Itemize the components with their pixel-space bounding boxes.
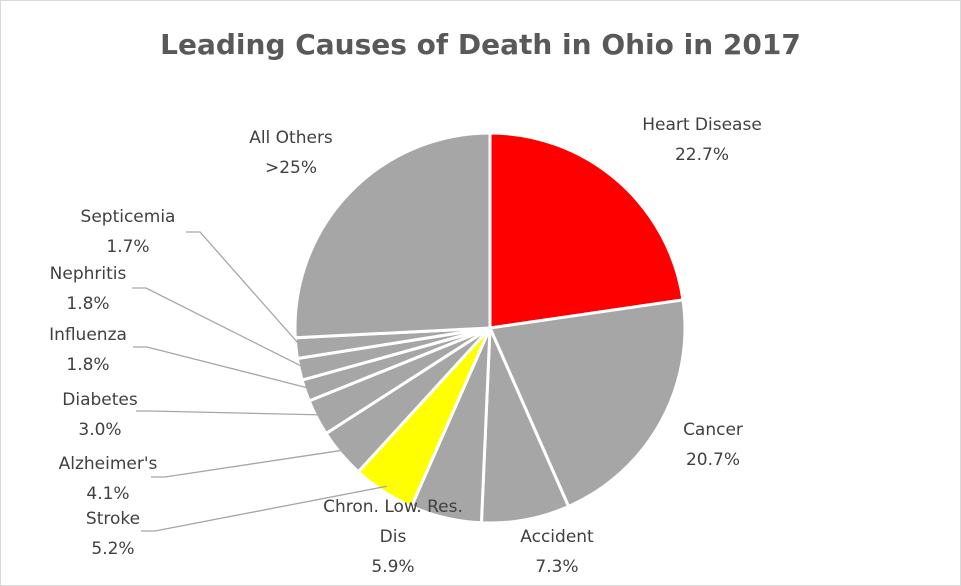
data-label-all-others: All Others >25% [249, 128, 333, 178]
data-label-heart-disease: Heart Disease 22.7% [642, 115, 762, 165]
leader-line-stroke [141, 485, 387, 532]
data-label-influenza: Influenza 1.8% [49, 325, 127, 375]
pie-slice-heart-disease [488, 131, 685, 330]
pie-slice-all-others [293, 131, 492, 340]
leader-line-septicemia [186, 231, 303, 349]
data-label-accident: Accident 7.3% [520, 527, 594, 577]
leader-line-influenza [133, 346, 312, 390]
data-label-nephritis: Nephritis 1.8% [50, 264, 127, 314]
data-label-diabetes: Diabetes 3.0% [62, 390, 138, 440]
data-label-chron-low-res-dis: Chron. Low. Res. Dis 5.9% [323, 497, 463, 577]
data-label-septicemia: Septicemia 1.7% [81, 207, 176, 257]
pie-slice-cancer [487, 298, 687, 509]
leader-line-nephritis [132, 287, 306, 369]
leader-line-diabetes [136, 410, 323, 416]
leader-line-alzheimer-s [151, 449, 346, 478]
chart-title: Leading Causes of Death in Ohio in 2017 [160, 28, 801, 61]
data-label-alzheimer-s: Alzheimer's 4.1% [59, 454, 158, 504]
data-label-cancer: Cancer 20.7% [683, 420, 743, 470]
data-label-stroke: Stroke 5.2% [86, 509, 140, 559]
